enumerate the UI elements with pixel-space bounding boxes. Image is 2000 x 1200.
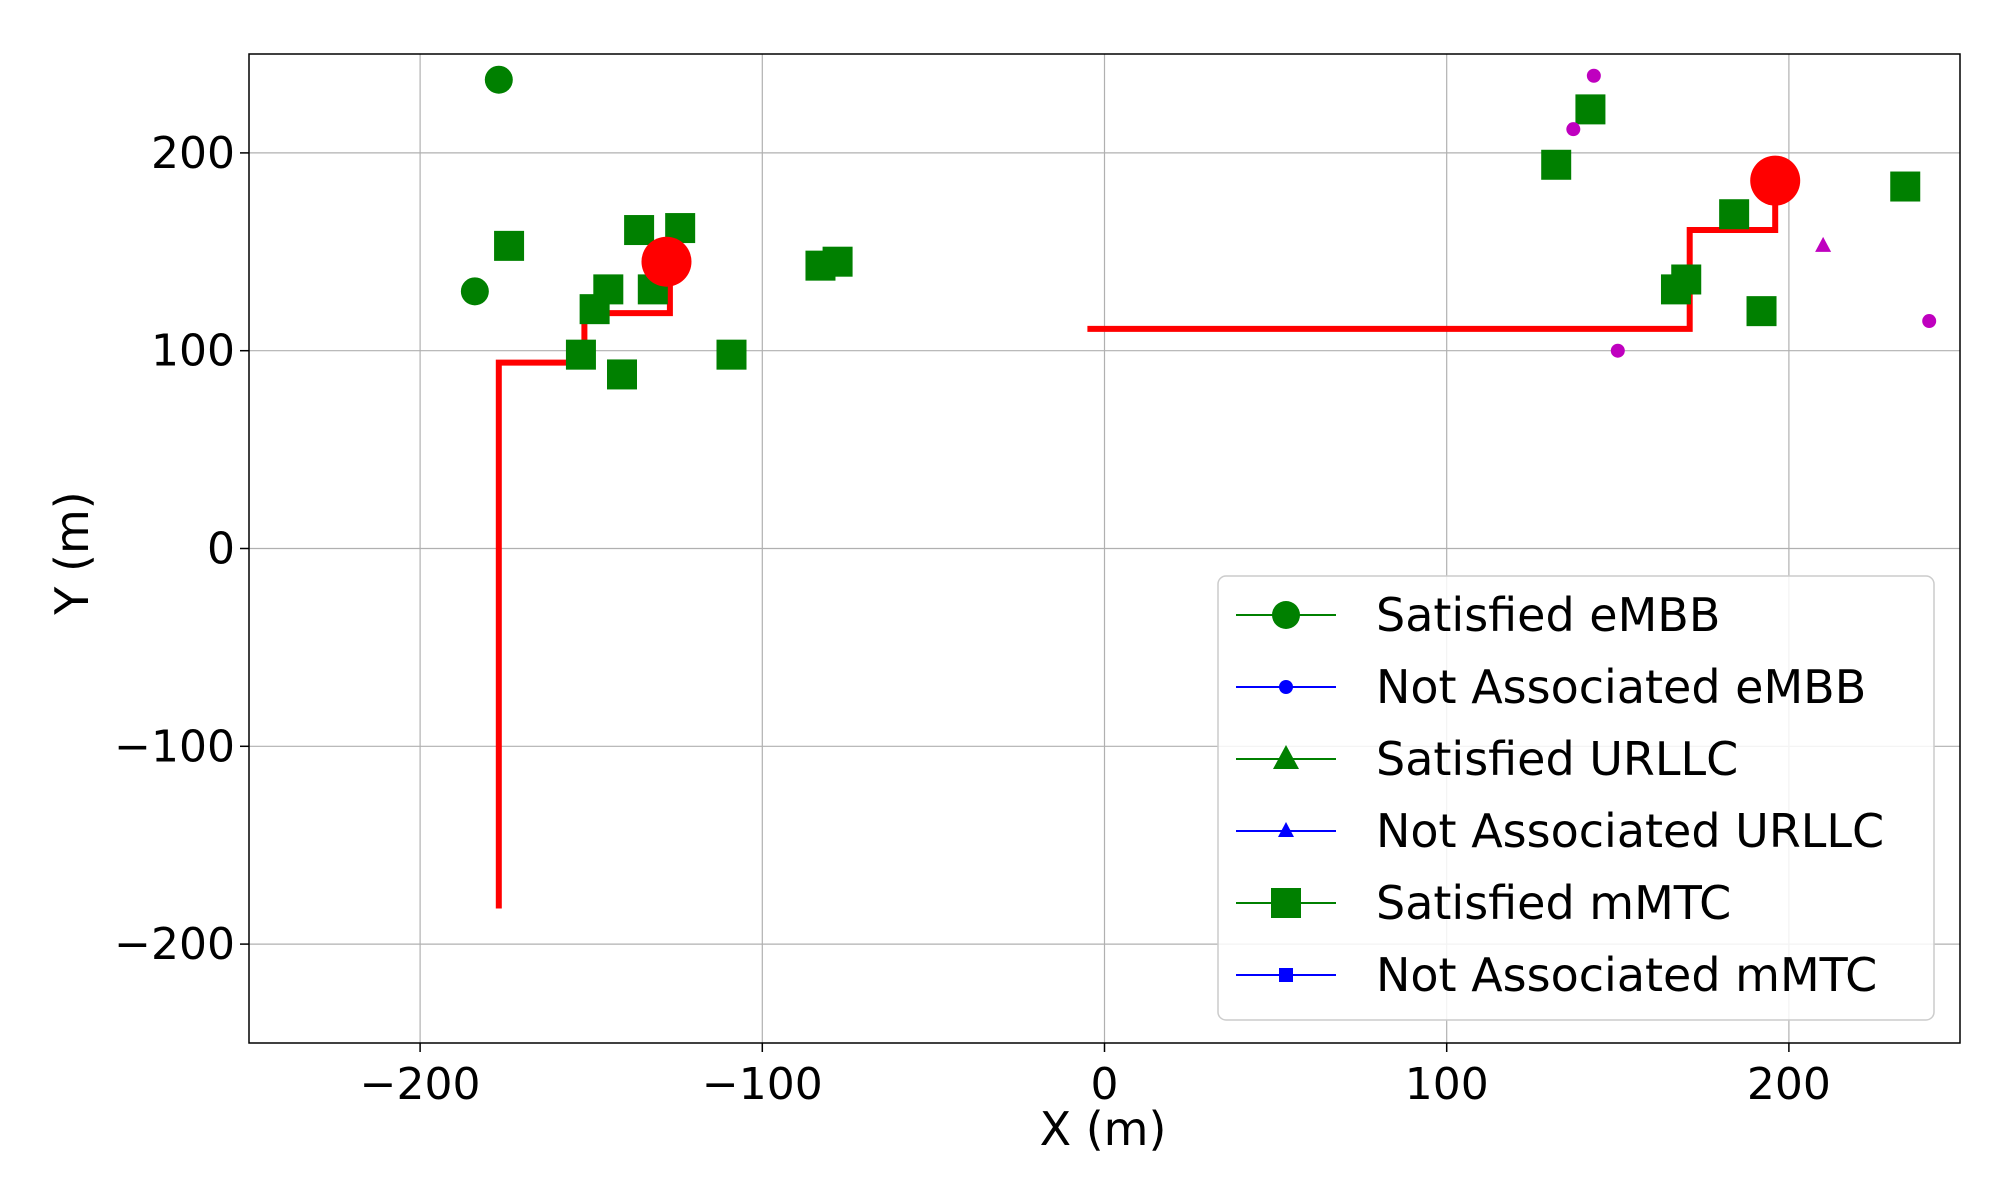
satisfied-mmtc-point — [1719, 199, 1750, 230]
x-tick-label: 100 — [1405, 1059, 1489, 1110]
satisfied-embb-point — [460, 277, 489, 306]
legend-marker — [1272, 601, 1300, 629]
satisfied-mmtc-point — [716, 339, 747, 370]
uav-trajectory-line — [495, 261, 673, 909]
embb-user-point — [1610, 343, 1625, 358]
legend-label: Satisfied mMTC — [1376, 876, 1731, 930]
satisfied-embb-point — [484, 65, 513, 94]
y-tick-label: −200 — [114, 919, 235, 970]
x-tick-label: −100 — [702, 1059, 823, 1110]
y-tick-label: 0 — [207, 524, 235, 575]
legend-label: Satisfied eMBB — [1376, 588, 1720, 642]
legend-marker — [1279, 680, 1293, 694]
legend-box — [1217, 575, 1935, 1021]
legend-label: Satisfied URLLC — [1376, 732, 1738, 786]
satisfied-mmtc-point — [1746, 296, 1777, 327]
legend-marker — [1278, 822, 1294, 837]
satisfied-mmtc-point — [1541, 149, 1572, 180]
y-tick-label: −100 — [114, 721, 235, 772]
embb-user-point — [1922, 314, 1937, 329]
legend-label: Not Associated eMBB — [1376, 660, 1866, 714]
y-tick-label: 100 — [151, 326, 235, 377]
y-axis-label: Y (m) — [45, 491, 99, 615]
legend-marker — [1279, 968, 1293, 982]
satisfied-mmtc-point — [494, 230, 525, 261]
satisfied-mmtc-point — [1671, 264, 1702, 295]
satisfied-mmtc-point — [565, 339, 596, 370]
x-tick-label: 200 — [1747, 1059, 1831, 1110]
axis-ticks: −200 −100 0 100 200 −200 −100 0 100 200 — [114, 128, 1831, 1110]
uav-position-marker — [1750, 155, 1801, 206]
embb-user-point — [1566, 122, 1581, 137]
data-markers — [460, 65, 1937, 390]
satisfied-mmtc-point — [1890, 171, 1921, 202]
legend: Satisfied eMBB Not Associated eMBB Satisfi… — [1217, 575, 1935, 1021]
satisfied-mmtc-point — [579, 294, 610, 325]
x-tick-label: −200 — [360, 1059, 481, 1110]
x-tick-label: 0 — [1091, 1059, 1119, 1110]
satisfied-mmtc-point — [1575, 94, 1606, 125]
legend-label: Not Associated URLLC — [1376, 804, 1884, 858]
embb-user-point — [1586, 68, 1601, 83]
legend-marker — [1273, 745, 1299, 769]
urllc-user-point — [1815, 236, 1832, 252]
uav-position-marker — [641, 236, 692, 287]
satisfied-mmtc-point — [624, 215, 655, 246]
legend-label: Not Associated mMTC — [1376, 948, 1877, 1002]
legend-marker — [1271, 888, 1301, 918]
uav-trajectory-line — [1087, 180, 1779, 332]
satisfied-mmtc-point — [606, 359, 637, 390]
satisfied-mmtc-point — [822, 246, 853, 277]
x-axis-label: X (m) — [1040, 1102, 1167, 1156]
trajectories — [495, 180, 1779, 909]
y-tick-label: 200 — [151, 128, 235, 179]
